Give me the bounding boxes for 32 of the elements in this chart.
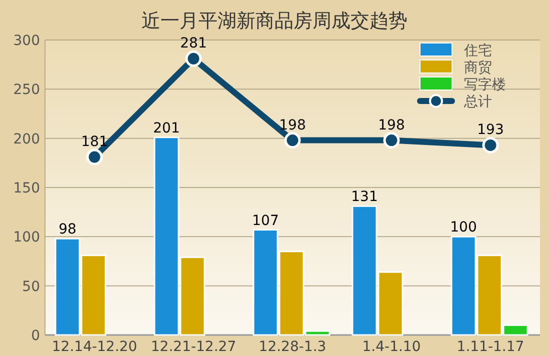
data-label: 181 (81, 134, 108, 150)
legend-label: 写字楼 (464, 77, 506, 93)
y-tick-label: 50 (22, 278, 40, 295)
data-label: 98 (58, 222, 76, 238)
y-tick-label: 150 (13, 180, 40, 196)
point (86, 148, 103, 166)
point (482, 136, 499, 154)
x-tick-label: 12.14-12.20 (52, 339, 138, 355)
data-label: 198 (378, 117, 405, 134)
x-tick-label: 1.4-1.10 (362, 339, 421, 355)
x-tick-label: 12.21-12.27 (150, 339, 236, 355)
y-tick-label: 0 (31, 328, 40, 344)
x-tick-label: 1.11-1.17 (456, 339, 524, 355)
data-label: 193 (477, 122, 504, 138)
x-tick-label: 12.28-1.3 (258, 339, 326, 355)
legend-label: 总计 (463, 94, 492, 110)
point (284, 132, 301, 149)
legend-label: 商贸 (464, 60, 492, 76)
data-label: 201 (153, 120, 180, 136)
data-label: 281 (180, 36, 207, 52)
y-tick-label: 100 (13, 230, 40, 246)
chart-title: 近一月平湖新商品房周成交趋势 (142, 10, 408, 32)
data-label: 198 (279, 117, 306, 134)
data-label: 107 (252, 212, 279, 229)
data-label: 100 (450, 220, 477, 236)
y-tick-label: 300 (13, 33, 40, 49)
legend-label: 住宅 (463, 43, 492, 59)
y-tick-label: 250 (13, 82, 40, 98)
y-tick-label: 200 (13, 131, 40, 148)
data-label: 131 (351, 189, 378, 206)
point (185, 50, 202, 67)
point (383, 132, 400, 149)
